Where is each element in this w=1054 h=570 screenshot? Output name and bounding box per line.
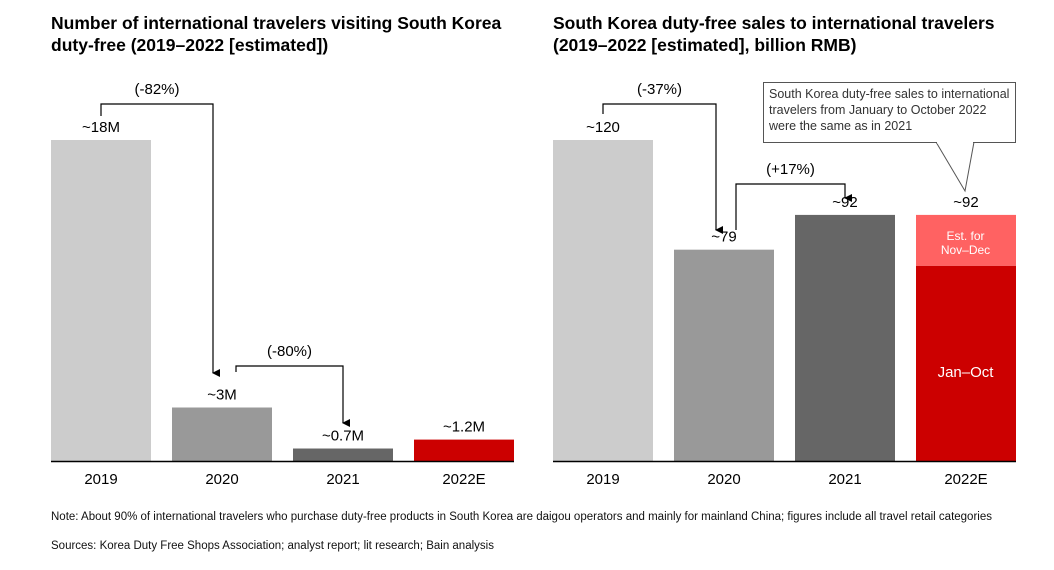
bar-2021	[293, 448, 393, 461]
change-bracket-2019-2020	[602, 103, 723, 234]
data-label-2022e: ~1.2M	[443, 419, 485, 436]
bar-2022e	[414, 439, 514, 461]
change-label-2019-2020: (-37%)	[637, 81, 682, 98]
callout-text: South Korea duty-free sales to internati…	[769, 87, 1010, 133]
change-label-2020-2021: (-80%)	[267, 343, 312, 360]
data-label-2019: ~120	[586, 119, 620, 136]
data-label-2019: ~18M	[82, 119, 120, 136]
footnote: Note: About 90% of international travele…	[51, 511, 992, 523]
data-label-2020: ~79	[711, 229, 736, 246]
x-tick-2022e: 2022E	[944, 471, 987, 488]
left-chart: ~18M 2019 ~3M 2020 ~0.7M 2021 ~1.2M 2022E (-82%)…	[51, 81, 514, 488]
x-tick-2021: 2021	[828, 471, 861, 488]
callout-pointer	[935, 141, 975, 193]
segment-label-jan-oct: Jan–Oct	[937, 364, 994, 381]
change-bracket-2020-2021	[735, 183, 852, 230]
left-chart-title: Number of international travelers visiti…	[51, 13, 502, 55]
bar-2021	[795, 214, 895, 461]
segment-label-nov-dec-line1: Est. for	[946, 229, 985, 243]
x-tick-2022e: 2022E	[442, 471, 485, 488]
x-tick-2020: 2020	[707, 471, 740, 488]
sources: Sources: Korea Duty Free Shops Associati…	[51, 540, 494, 552]
bar-2019	[553, 140, 653, 461]
callout-box	[763, 82, 1016, 143]
x-tick-2020: 2020	[205, 471, 238, 488]
x-tick-2019: 2019	[84, 471, 117, 488]
right-chart: ~1202019~792020~922021~922022E(-37%)(+17…	[553, 81, 1016, 488]
change-bracket-2020-2021	[235, 365, 350, 427]
segment-label-nov-dec-line2: Nov–Dec	[940, 243, 991, 257]
change-label-2019-2020: (-82%)	[134, 81, 179, 98]
segment-label-nov-dec: Est. for Nov–Dec	[915, 229, 1016, 257]
bar-2020	[172, 407, 272, 461]
data-label-2020: ~3M	[207, 387, 237, 404]
data-label-2021: ~0.7M	[322, 428, 364, 445]
bar-segment-jan-oct	[916, 265, 1016, 461]
change-bracket-2019-2020	[100, 103, 220, 377]
x-tick-2019: 2019	[586, 471, 619, 488]
bar-segment-nov-dec	[916, 214, 1016, 266]
right-chart-title: South Korea duty-free sales to internati…	[553, 13, 995, 55]
bar-2019	[51, 140, 151, 461]
data-label-2022e: ~92	[953, 194, 978, 211]
x-tick-2021: 2021	[326, 471, 359, 488]
change-label-2020-2021: (+17%)	[766, 161, 815, 178]
bar-2020	[674, 249, 774, 461]
